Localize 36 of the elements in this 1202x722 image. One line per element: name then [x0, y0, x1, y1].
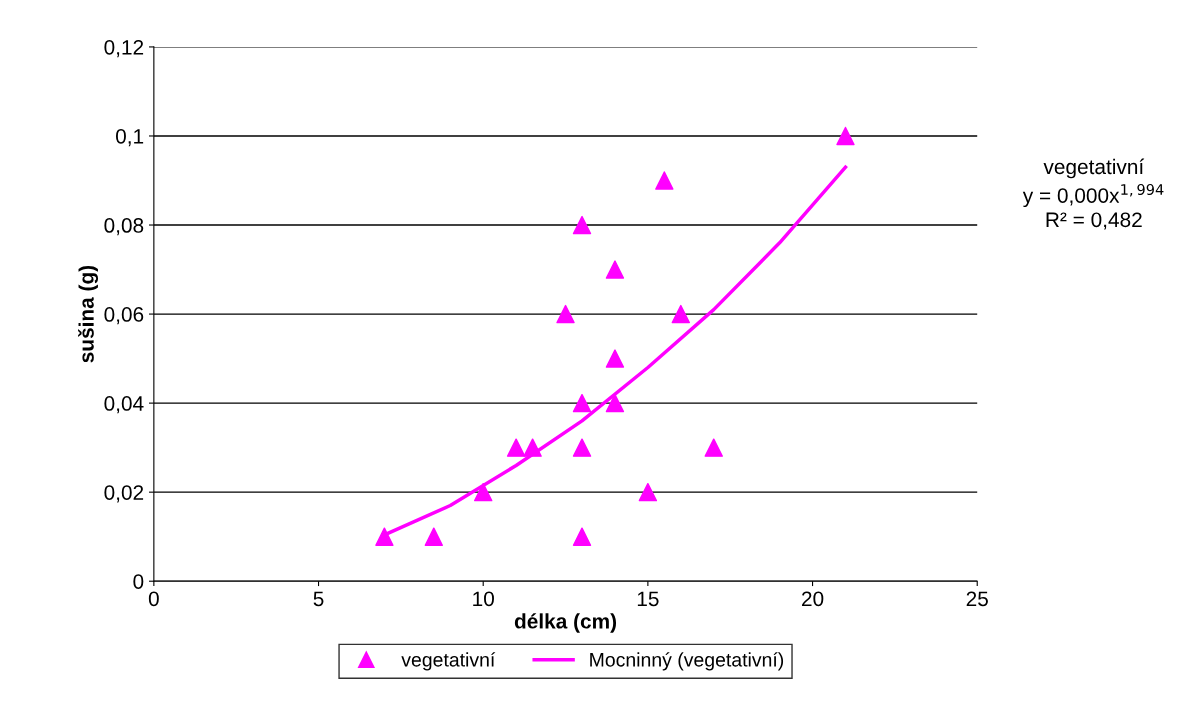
point: [704, 438, 723, 457]
y-tick-label: 0,04: [104, 396, 144, 414]
y-tick-label: 0: [133, 574, 144, 589]
point: [605, 260, 625, 279]
y-tick-label: 0,06: [104, 307, 144, 325]
y-tick-label: 0,02: [104, 485, 144, 503]
x-tick-label: 25: [966, 591, 988, 607]
point: [655, 171, 674, 190]
x-tick-label: 0: [148, 591, 159, 607]
text: vegetativní y = 0,000x$^{1,994}$ R² = 0,482: [1022, 158, 1164, 230]
point: [572, 215, 592, 235]
point: [836, 126, 855, 146]
x-axis-title: délka (cm): [514, 613, 617, 633]
point: [474, 482, 493, 502]
legend-label: Mocninný (vegetativní): [590, 652, 784, 671]
point: [638, 482, 658, 502]
point: [572, 438, 592, 457]
x-tick-label: 5: [313, 591, 324, 607]
x-tick-label: 15: [637, 591, 659, 607]
point: [605, 393, 625, 413]
y-tick-label: 0,1: [115, 128, 144, 147]
point: [671, 304, 691, 324]
legend-label: vegetativní: [401, 652, 496, 671]
point: [375, 527, 394, 546]
y-tick-label: 0,08: [104, 218, 144, 236]
y-axis-title: sušina (g): [78, 265, 99, 363]
point: [506, 438, 526, 457]
point: [424, 527, 444, 546]
y-tick-label: 0,12: [104, 39, 144, 58]
x-tick-label: 10: [473, 591, 494, 607]
point: [523, 438, 542, 457]
point: [556, 304, 575, 324]
point: [605, 349, 625, 368]
point: [572, 527, 592, 546]
x-tick-label: 20: [802, 591, 824, 607]
point: [572, 393, 592, 413]
